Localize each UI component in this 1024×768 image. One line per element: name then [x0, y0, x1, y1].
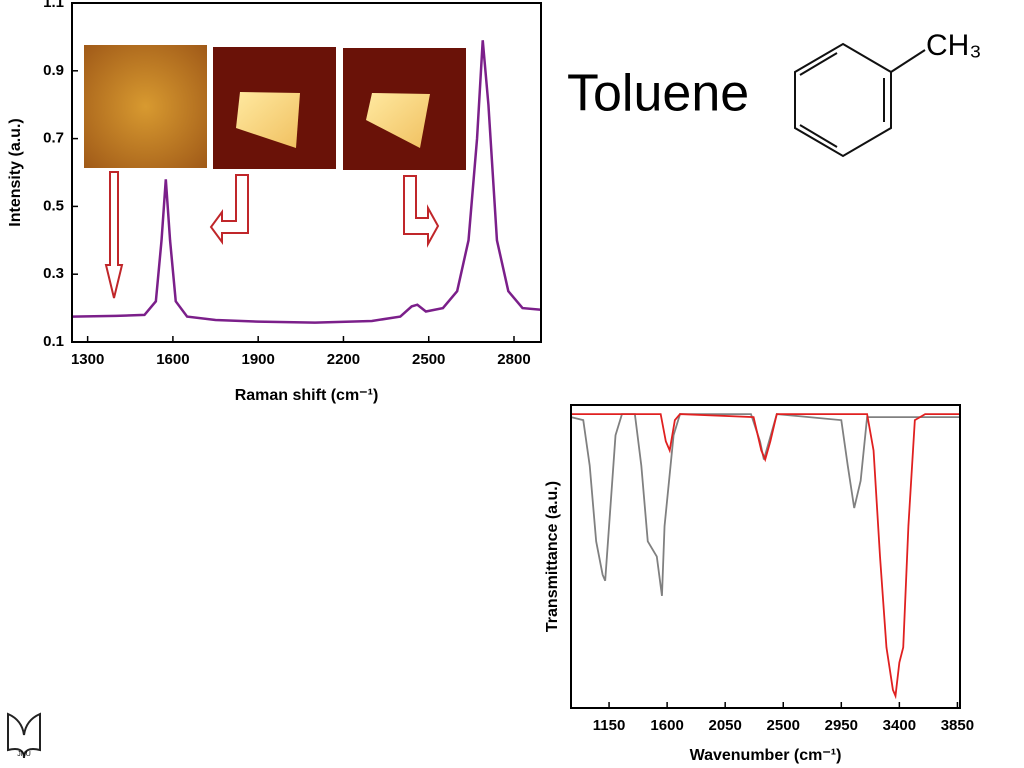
x-tick-label: 2500: [767, 717, 800, 734]
y-tick-label: 1.1: [43, 0, 64, 11]
y-axis-label: Transmittance (a.u.): [544, 481, 561, 632]
x-tick-label: 2800: [497, 351, 530, 368]
y-tick-label: 0.7: [43, 130, 64, 147]
benzene-ring: [794, 42, 926, 158]
data-line: [570, 413, 960, 597]
logo-text: JNU: [17, 751, 31, 758]
x-axis-label: Raman shift (cm⁻¹): [235, 387, 379, 404]
y-tick-label: 0.9: [43, 62, 64, 79]
y-tick-label: 0.1: [43, 333, 64, 350]
y-tick-label: 0.3: [43, 265, 64, 282]
logo: JNU: [7, 712, 41, 759]
plot-frame: [570, 404, 961, 709]
inset-images: [84, 45, 466, 170]
data-line: [571, 413, 960, 700]
x-tick-label: 3400: [883, 717, 916, 734]
arrow: [403, 175, 440, 248]
inset-image: [84, 45, 207, 168]
arrow: [104, 171, 124, 299]
x-tick-label: 1150: [593, 717, 626, 734]
y-tick-label: 0.5: [43, 197, 64, 214]
slide-title: Toluene: [567, 65, 749, 123]
flake: [236, 92, 300, 148]
plot-frame: [71, 2, 542, 343]
x-tick-label: 2200: [327, 351, 360, 368]
flake: [366, 93, 430, 148]
x-tick-label: 3850: [941, 717, 974, 734]
x-tick-label: 1900: [241, 351, 274, 368]
x-tick-label: 1600: [650, 717, 683, 734]
data-line: [71, 40, 542, 324]
x-tick-label: 2500: [412, 351, 445, 368]
y-axis-label: Intensity (a.u.): [7, 118, 24, 226]
x-tick-label: 2050: [708, 717, 741, 734]
x-axis-label: Wavenumber (cm⁻¹): [690, 747, 842, 764]
arrows: [104, 171, 440, 299]
molecule-label: CH₃: [926, 29, 982, 62]
x-tick-label: 1300: [71, 351, 104, 368]
x-tick-label: 2950: [825, 717, 858, 734]
x-tick-label: 1600: [156, 351, 189, 368]
arrow: [209, 174, 249, 246]
